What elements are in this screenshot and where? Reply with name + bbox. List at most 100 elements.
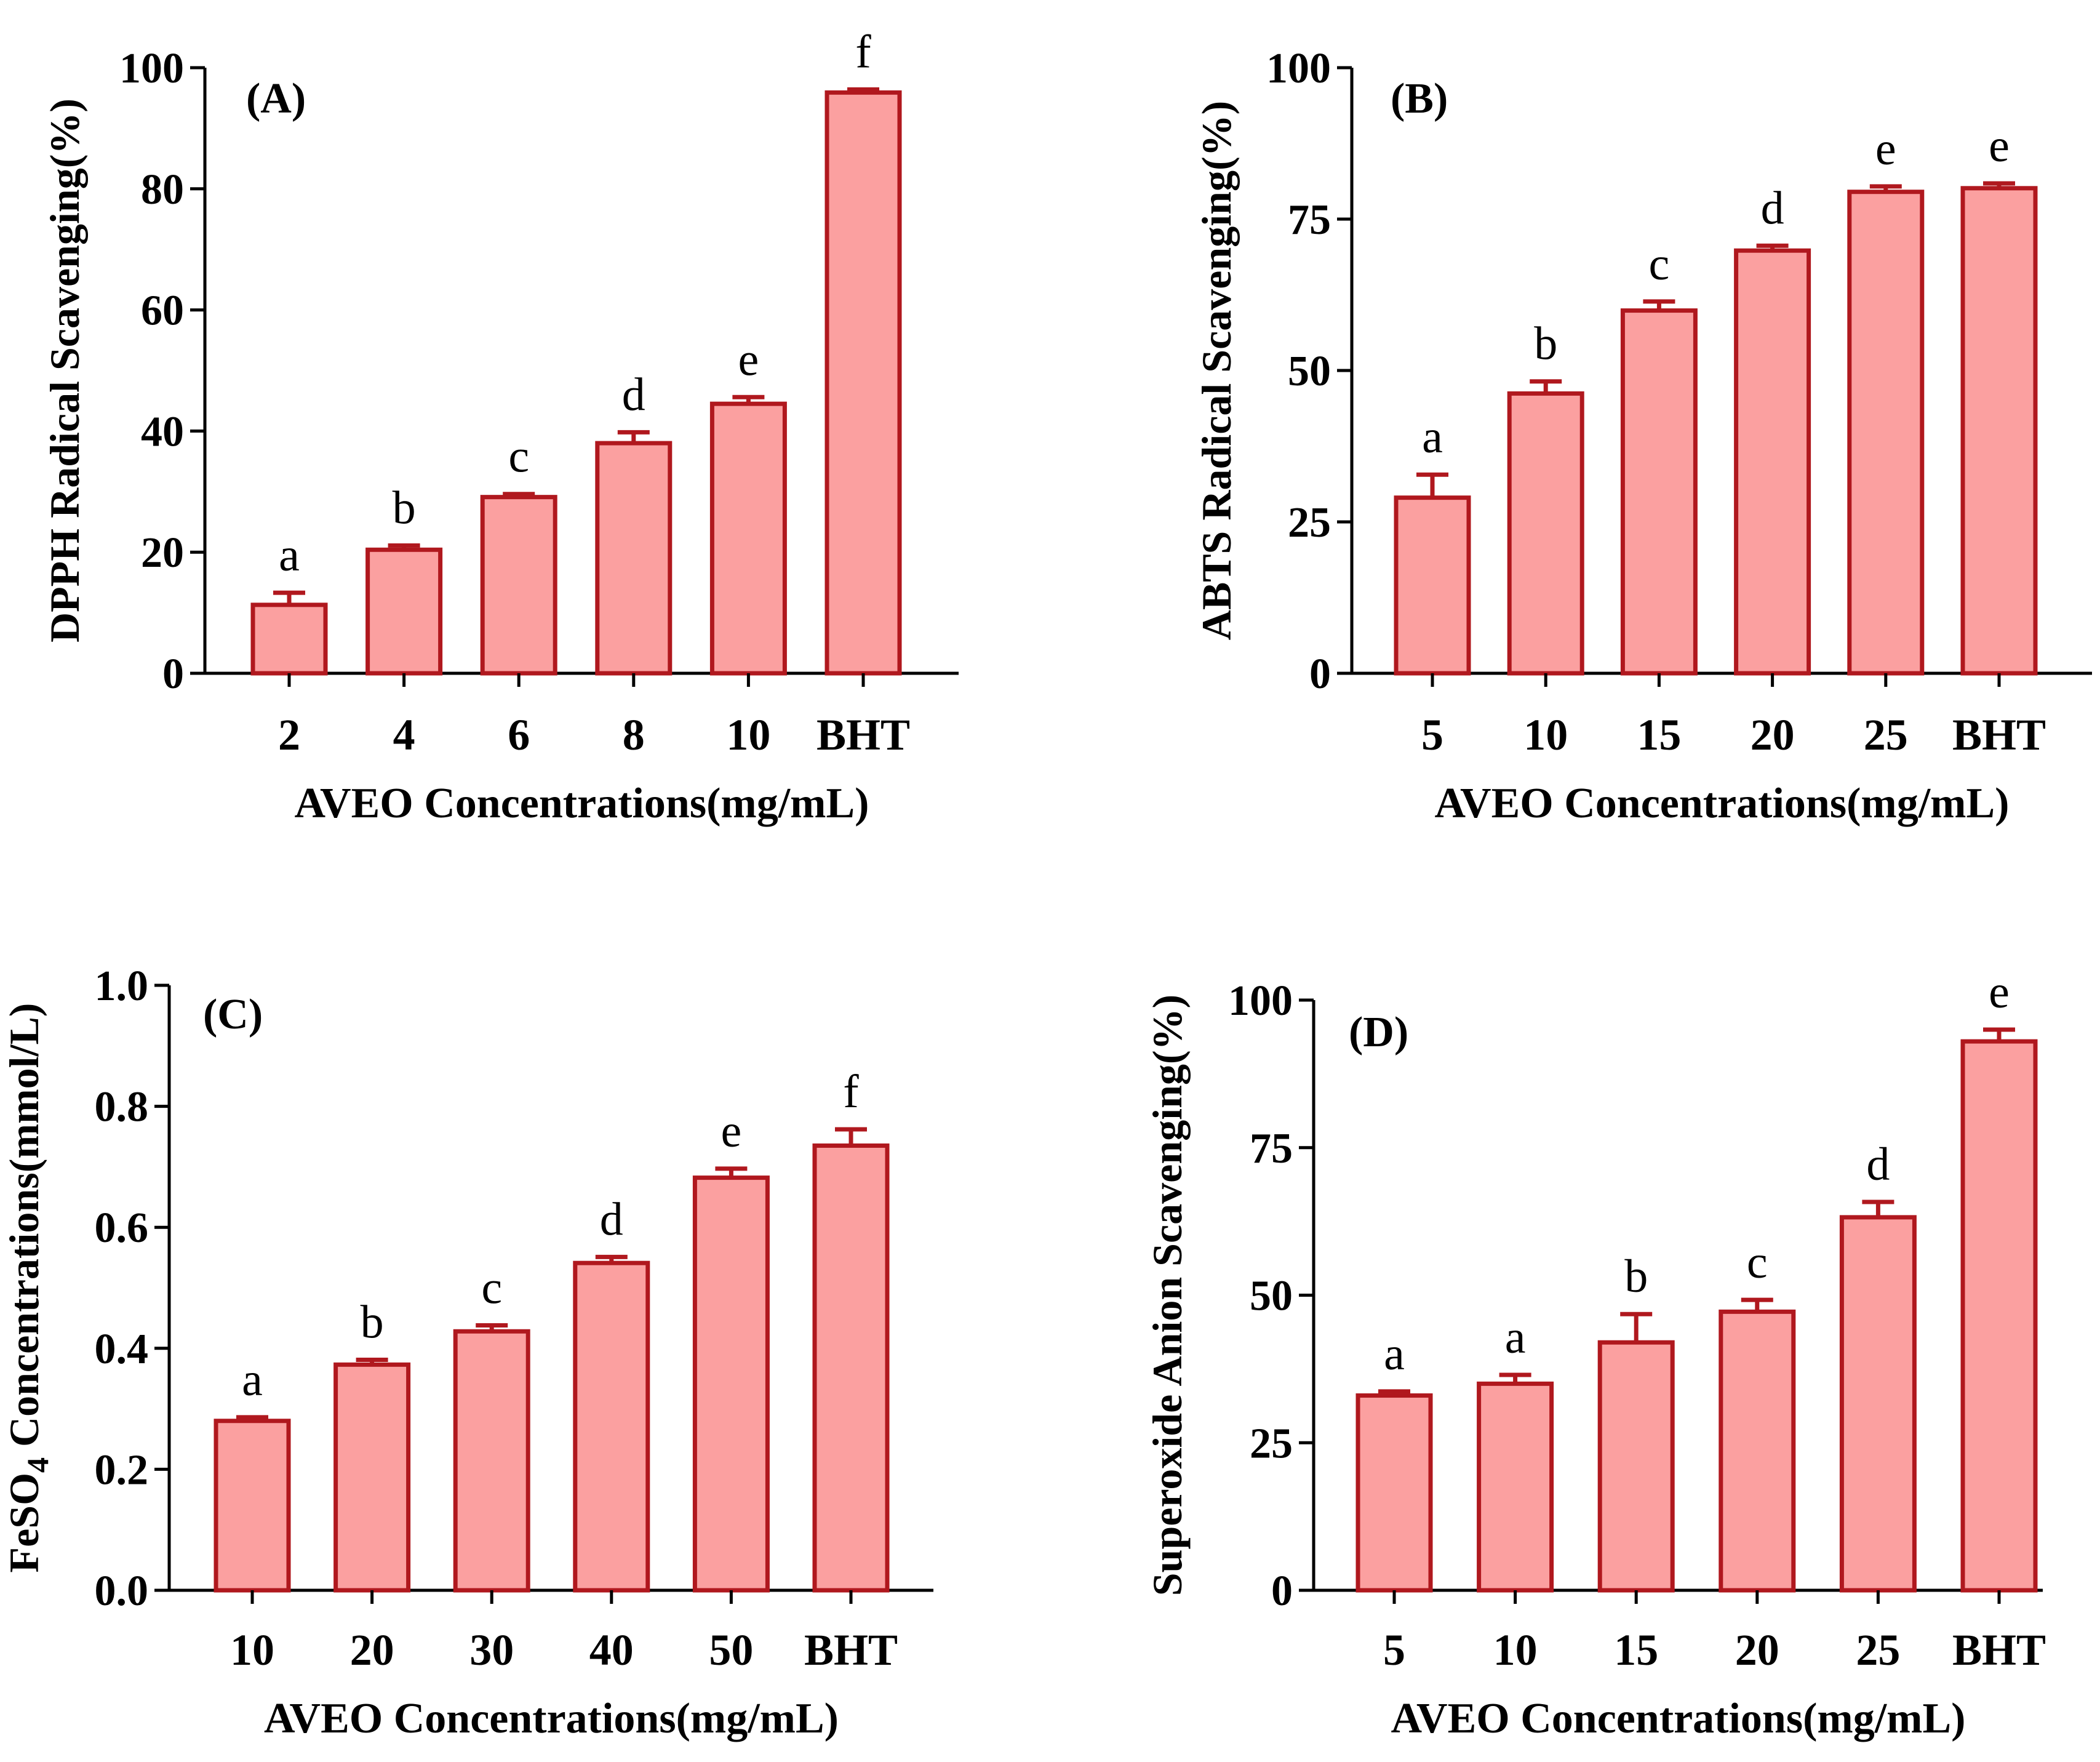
x-tick-label: 10 [1523,710,1568,759]
y-tick-label: 40 [141,408,184,455]
x-tick-label: 15 [1614,1625,1658,1675]
significance-letter: d [600,1193,623,1245]
x-tick-label: 25 [1864,710,1908,759]
y-tick-label: 60 [141,287,184,335]
x-tick-label: 15 [1637,710,1681,759]
panel-label: (C) [203,991,263,1038]
y-tick-label: 75 [1250,1125,1293,1172]
y-tick-label: 0.4 [95,1326,149,1373]
significance-letter: a [242,1354,263,1406]
y-axis-title: Superoxide Anion Scavenging(%) [1144,995,1191,1596]
x-tick-label: 25 [1856,1625,1900,1675]
x-tick-label: 30 [469,1625,514,1675]
x-tick-label: BHT [1952,1625,2046,1675]
x-tick-label: BHT [816,710,910,759]
x-tick-label: 10 [726,710,770,759]
x-tick-label: 4 [393,710,415,759]
x-tick-label: 20 [1735,1625,1779,1675]
x-tick-label: BHT [1952,710,2046,759]
x-tick-label: 6 [508,710,530,759]
significance-letter: b [1624,1251,1648,1302]
significance-letter: c [481,1262,502,1313]
y-tick-label: 1.0 [95,963,149,1010]
x-tick-label: 50 [709,1625,753,1675]
significance-letter: d [1761,182,1784,234]
y-tick-label: 0.6 [95,1204,149,1252]
bar [365,547,443,676]
y-tick-label: 25 [1250,1420,1293,1467]
significance-letter: b [361,1296,384,1348]
significance-letter: d [622,369,645,420]
chart-panel-b: 0 25 50 75 100 a 5 b 10 c 15 d 20 e 25 e BHT AVEO Concent… [1193,45,2092,827]
x-tick-label: BHT [804,1625,898,1675]
significance-letter: e [738,334,759,385]
bar [1719,1309,1796,1593]
y-axis-title: FeSO4 Concentrations(mmol/L) [1,1003,55,1573]
y-tick-label: 0.0 [95,1568,149,1615]
bar [812,1143,890,1593]
significance-letter: a [1505,1311,1526,1363]
y-tick-label: 50 [1250,1273,1293,1320]
bar [1507,391,1584,676]
y-tick-label: 80 [141,166,184,214]
significance-letter: e [721,1105,742,1157]
x-tick-label: 5 [1383,1625,1405,1675]
panel-label: (B) [1391,75,1448,122]
y-tick-label: 0 [162,651,184,698]
bar [1847,190,1925,676]
significance-letter: c [1747,1236,1768,1288]
significance-letter: b [1534,318,1557,370]
x-axis-title: AVEO Concentrations(mg/mL) [264,1695,839,1742]
bar [214,1419,291,1593]
x-axis-title: AVEO Concentrations(mg/mL) [295,780,869,827]
x-axis-title: AVEO Concentrations(mg/mL) [1391,1695,1966,1742]
panel-label: (D) [1349,1009,1408,1056]
y-tick-label: 100 [119,45,184,92]
bar [453,1329,530,1593]
x-tick-label: 10 [230,1625,274,1675]
x-tick-label: 10 [1493,1625,1538,1675]
bar [595,441,673,676]
y-tick-label: 0.8 [95,1084,149,1131]
bar [573,1260,650,1593]
bar [1355,1393,1433,1593]
y-tick-label: 20 [141,529,184,577]
x-tick-label: 20 [350,1625,394,1675]
bar [1960,186,2038,676]
x-tick-label: 20 [1751,710,1795,759]
significance-letter: b [393,482,416,534]
bar [1734,248,1811,676]
significance-letter: a [1384,1328,1405,1380]
significance-letter: a [279,529,300,581]
x-tick-label: 40 [589,1625,634,1675]
bar [250,603,328,676]
panel-label: (A) [246,75,306,122]
x-tick-label: 2 [278,710,300,759]
bar [333,1362,411,1593]
bar [709,401,787,676]
y-tick-label: 0 [1271,1568,1293,1615]
bar [824,90,902,676]
x-axis-title: AVEO Concentrations(mg/mL) [1435,780,2010,827]
significance-letter: f [855,26,871,78]
chart-panel-a: 0 20 40 60 80 100 a 2 b 4 c 6 d 8 e 10 f BHT AVEO Concentr… [41,26,959,827]
significance-letter: c [1649,238,1670,290]
bar [1597,1340,1675,1593]
significance-letter: f [843,1066,859,1118]
bar [1620,308,1698,676]
y-tick-label: 0.2 [95,1446,149,1494]
chart-panel-c: 0.0 0.2 0.4 0.6 0.8 1.0 a 10 b 20 c 30 d 40 e 50 f BHT AVE… [1,963,933,1742]
significance-letter: a [1422,411,1443,463]
y-tick-label: 25 [1288,499,1331,547]
y-tick-label: 0 [1309,651,1331,698]
significance-letter: e [1989,966,2010,1018]
significance-letter: d [1866,1139,1890,1190]
x-tick-label: 5 [1421,710,1443,759]
y-tick-label: 75 [1288,196,1331,244]
significance-letter: e [1989,120,2010,172]
y-tick-label: 100 [1266,45,1331,92]
y-tick-label: 100 [1228,977,1293,1025]
bar [1394,495,1471,676]
y-axis-title: ABTS Radical Scavenging(%) [1193,101,1240,641]
